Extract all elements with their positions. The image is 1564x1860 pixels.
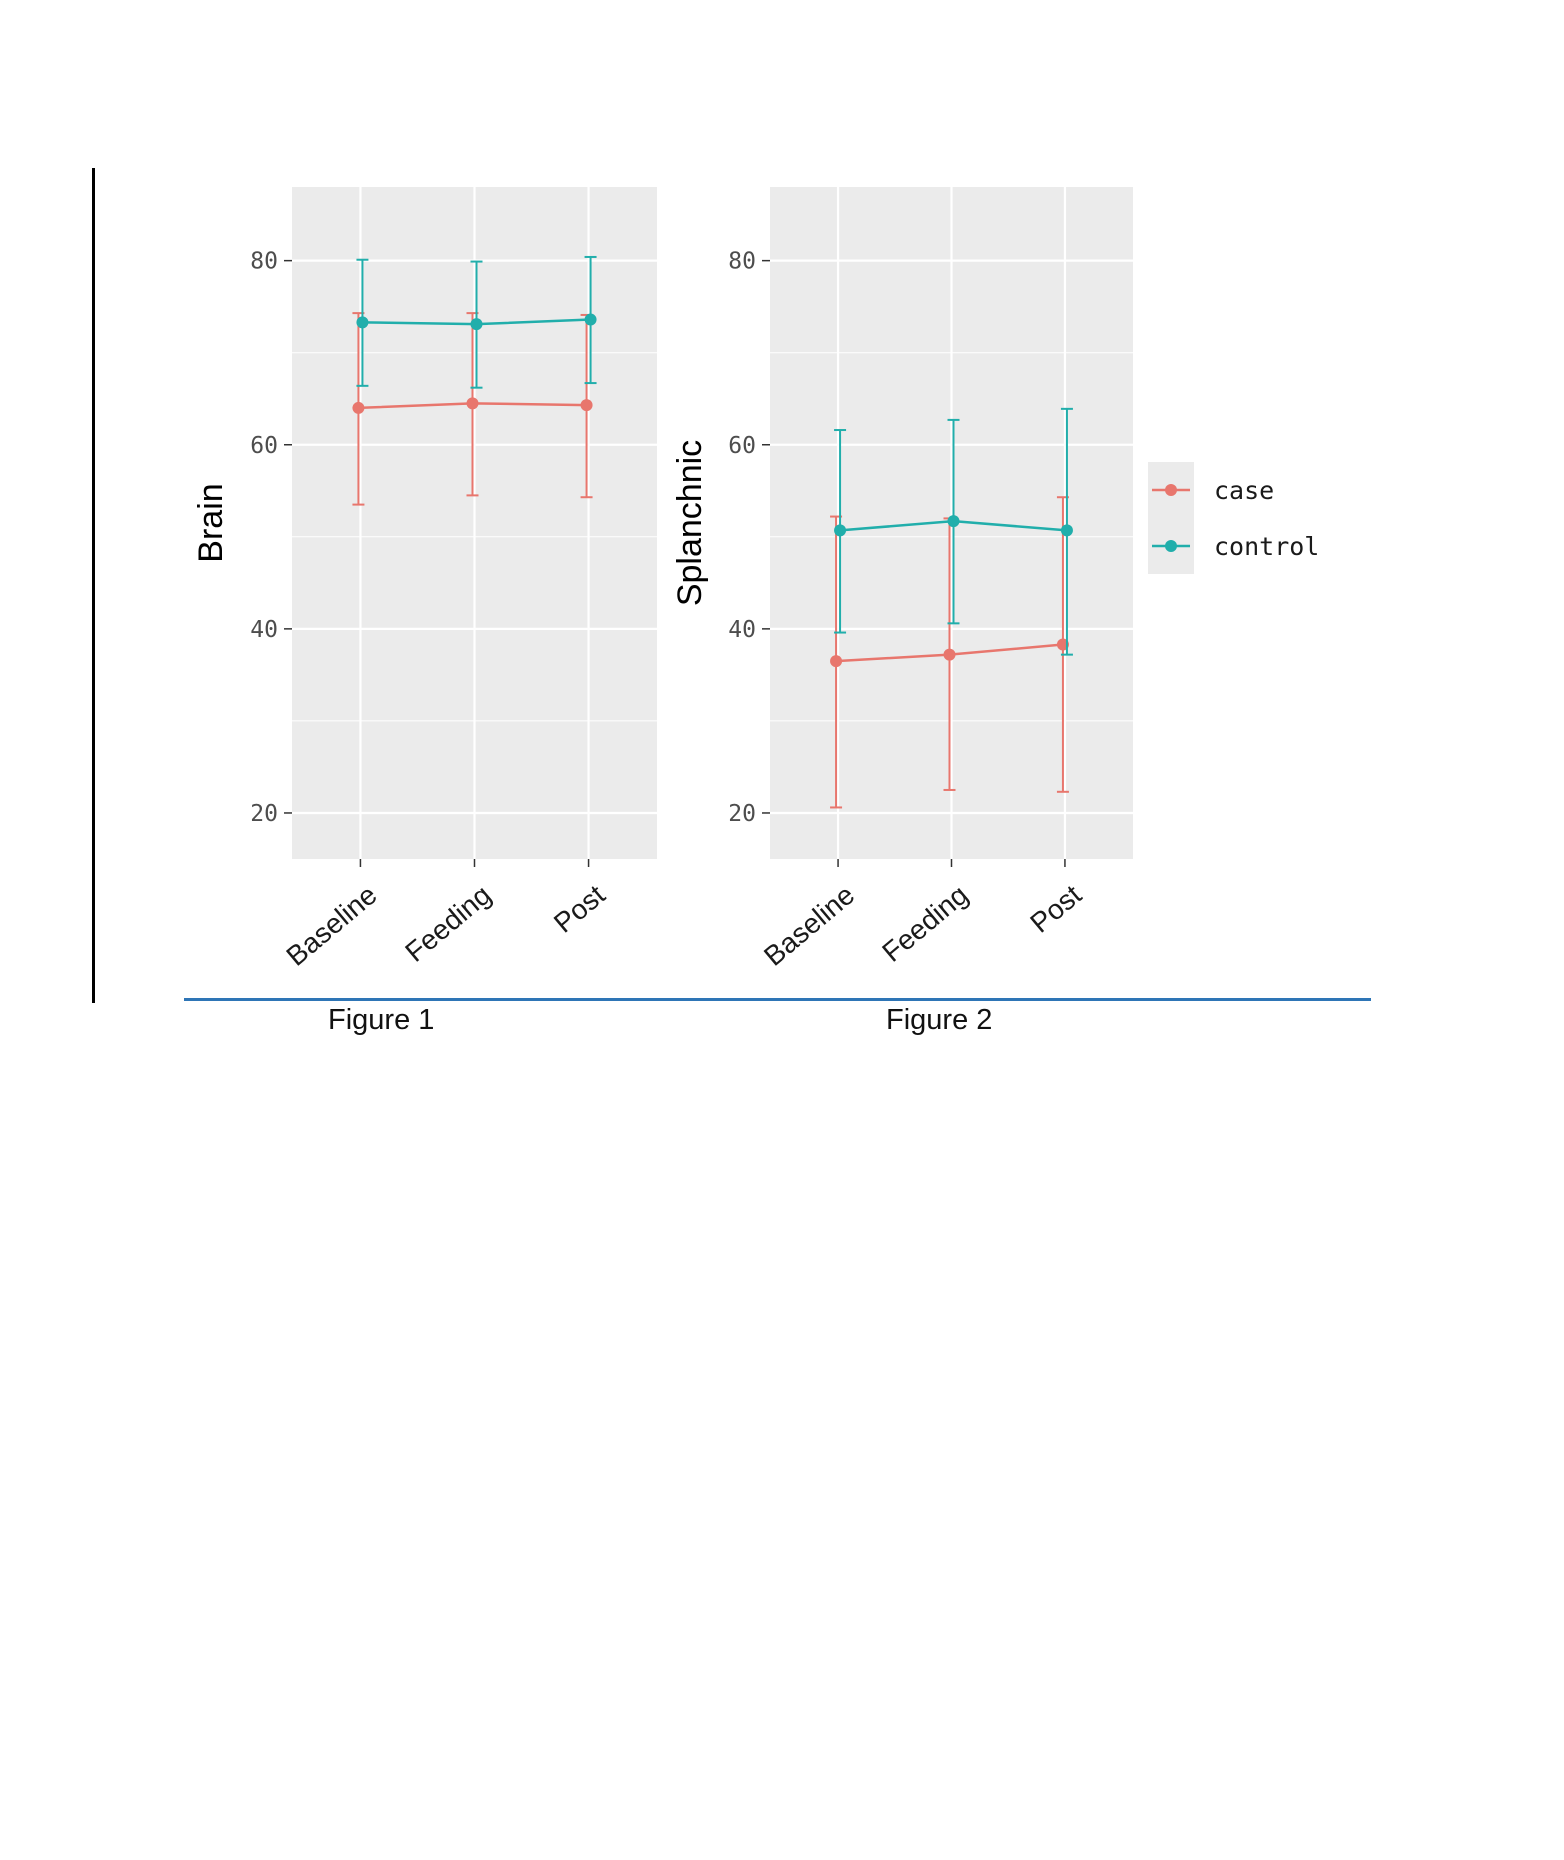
data-point (356, 316, 369, 329)
x-tick-label: Post (548, 879, 611, 939)
figure-1-caption: Figure 1 (328, 1004, 435, 1036)
y-tick-label: 60 (728, 433, 756, 459)
x-tick-label: Baseline (758, 879, 860, 972)
y-tick-label: 80 (250, 249, 278, 275)
chart-panel-2: 20 40 60 80 Baseline Feeding Post Splanchnic cas… (671, 187, 1319, 972)
data-point (1060, 524, 1073, 537)
caption-rule (184, 998, 1371, 1001)
data-point (466, 397, 479, 410)
data-point (580, 399, 593, 412)
legend-key-point (1165, 540, 1177, 552)
x-tick-label: Feeding (399, 879, 496, 968)
y-tick-label: 60 (250, 433, 278, 459)
y-tick-label: 20 (728, 801, 756, 827)
data-point (947, 515, 960, 528)
y-tick-label: 40 (728, 617, 756, 643)
x-tick-label: Feeding (876, 879, 973, 968)
x-tick-label: Baseline (280, 879, 382, 972)
data-point (943, 648, 956, 661)
legend-label: case (1214, 476, 1274, 505)
data-point (470, 318, 483, 331)
legend-key-point (1165, 484, 1177, 496)
series-control (356, 255, 597, 389)
y-axis-label: Brain (192, 483, 230, 562)
data-point (830, 655, 843, 668)
data-point (584, 313, 597, 326)
data-point (352, 401, 365, 414)
series-control (834, 407, 1073, 656)
series-case (352, 312, 593, 506)
series-case (830, 496, 1069, 809)
x-tick-label: Post (1024, 879, 1087, 939)
data-point (834, 524, 847, 537)
y-axis-label: Splanchnic (671, 440, 709, 606)
legend-key-background (1148, 462, 1194, 574)
y-tick-label: 40 (250, 617, 278, 643)
legend: case control (1148, 462, 1319, 574)
legend-label: control (1214, 532, 1319, 561)
chart-panel-1: 20 40 60 80 Baseline Feeding Post Brain (192, 187, 657, 972)
left-margin-rule (92, 168, 95, 1003)
figure-2-caption: Figure 2 (886, 1004, 993, 1036)
y-tick-label: 20 (250, 801, 278, 827)
y-tick-label: 80 (728, 249, 756, 275)
